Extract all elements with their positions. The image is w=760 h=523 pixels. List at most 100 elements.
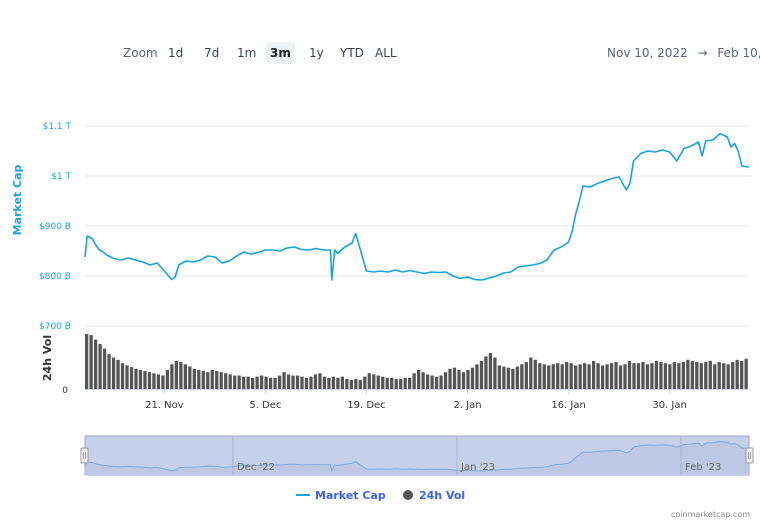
y-tick-label: $900 B: [39, 222, 71, 232]
volume-bar: [434, 376, 439, 389]
volume-bar: [533, 359, 537, 389]
volume-bar: [93, 339, 98, 389]
volume-bar: [116, 359, 120, 389]
volume-bar: [520, 364, 524, 389]
volume-bar: [412, 373, 416, 389]
source-credit[interactable]: coinmarketcap.com: [671, 510, 750, 519]
volume-bar: [385, 377, 389, 389]
x-tick-label: 2. Jan: [453, 400, 481, 411]
volume-bar: [358, 380, 362, 389]
volume-bar: [623, 364, 627, 389]
zoom-1m-button[interactable]: 1m: [237, 46, 257, 60]
volume-bar: [641, 362, 645, 389]
volume-bar: [251, 377, 255, 389]
volume-bar: [233, 375, 237, 389]
market-cap-series: [84, 132, 750, 281]
zoom-ytd-button[interactable]: YTD: [340, 46, 364, 60]
volume-bar: [515, 366, 519, 389]
volume-bar: [242, 376, 246, 389]
volume-legend-symbol: [403, 490, 413, 500]
volume-bar: [201, 371, 205, 389]
volume-bar: [206, 372, 210, 389]
volume-bar: [717, 362, 721, 389]
volume-bar: [197, 369, 201, 389]
volume-bar: [713, 364, 717, 389]
volume-bar: [295, 375, 300, 389]
volume-bar: [583, 363, 587, 389]
volume-bar: [443, 372, 448, 389]
volume-bar: [587, 364, 591, 389]
volume-bar: [605, 364, 609, 389]
volume-bar: [425, 374, 430, 389]
volume-bar: [286, 374, 291, 389]
volume-bar: [331, 376, 336, 389]
volume-bar: [394, 378, 398, 389]
zoom-1d-button[interactable]: 1d: [168, 46, 184, 60]
navigator-area: [85, 441, 749, 475]
volume-bar: [708, 360, 712, 389]
legend-label-market-cap: Market Cap: [315, 489, 386, 502]
volume-bar: [470, 367, 475, 389]
volume-bar: [349, 380, 353, 389]
volume-bar: [668, 364, 672, 389]
volume-bar: [448, 368, 452, 389]
volume-bar: [654, 360, 659, 389]
date-to-input[interactable]: Feb 10, 2023: [717, 46, 760, 60]
volume-bar: [659, 362, 663, 389]
volume-bar: [681, 362, 685, 389]
zoom-all-button[interactable]: ALL: [375, 46, 397, 60]
volume-axis-title: 24h Vol: [41, 335, 54, 381]
volume-bar: [215, 371, 219, 389]
volume-bar: [542, 364, 546, 389]
navigator-right-handle[interactable]: [745, 447, 754, 464]
volume-bar: [560, 364, 564, 389]
date-range: Nov 10, 2022 → Feb 10, 2023: [607, 46, 760, 60]
volume-bar: [322, 376, 327, 389]
volume-bar: [457, 369, 461, 389]
volume-bar: [327, 377, 331, 389]
volume-bar: [179, 362, 183, 389]
navigator[interactable]: Dec '22 Jan '23 Feb '23: [80, 435, 754, 476]
range-toolbar: Zoom 1d 7d 1m 3m 1y YTD ALL Nov 10, 2022…: [0, 40, 760, 68]
volume-bar: [663, 363, 668, 389]
volume-bar: [102, 348, 107, 389]
volume-bar: [129, 367, 134, 389]
volume-bar: [731, 362, 735, 389]
volume-bar: [156, 374, 161, 389]
volume-bar: [461, 372, 466, 389]
legend-item-volume[interactable]: 24h Vol: [403, 489, 465, 502]
zoom-1y-button[interactable]: 1y: [309, 46, 324, 60]
legend-item-market-cap[interactable]: Market Cap: [296, 489, 386, 502]
navigator-label-dec: Dec '22: [237, 462, 275, 473]
volume-bar: [363, 376, 367, 389]
zoom-label: Zoom: [123, 46, 158, 60]
zoom-7d-button[interactable]: 7d: [204, 46, 220, 60]
volume-bar: [618, 365, 623, 389]
volume-bar: [246, 376, 250, 389]
volume-bar: [277, 375, 282, 389]
volume-bar: [228, 374, 232, 389]
volume-bar: [367, 373, 371, 389]
y-tick-label: $700 B: [39, 322, 71, 332]
volume-bar: [686, 359, 690, 389]
volume-bar: [183, 364, 187, 389]
volume-bar: [502, 366, 506, 389]
volume-bar: [538, 363, 542, 389]
volume-bar: [417, 369, 421, 389]
volume-bar: [161, 375, 165, 389]
x-tick-label: 16. Jan: [551, 400, 586, 411]
zoom-3m-button[interactable]: 3m: [266, 42, 295, 64]
y-tick-label: $1.1 T: [43, 122, 72, 132]
volume-bar: [111, 357, 116, 389]
volume-bar: [125, 365, 129, 389]
volume-bar: [152, 373, 156, 389]
volume-bar: [340, 376, 345, 389]
volume-bar: [399, 378, 403, 389]
date-from-input[interactable]: Nov 10, 2022: [607, 46, 688, 60]
x-axis-ticks: 21. Nov 5. Dec 19. Dec 2. Jan 16. Jan 30. Jan: [145, 389, 687, 411]
volume-bar: [627, 360, 632, 389]
navigator-left-handle[interactable]: [80, 447, 89, 464]
volume-bar: [672, 362, 677, 389]
volume-bar: [609, 363, 614, 389]
volume-bar: [264, 376, 268, 389]
